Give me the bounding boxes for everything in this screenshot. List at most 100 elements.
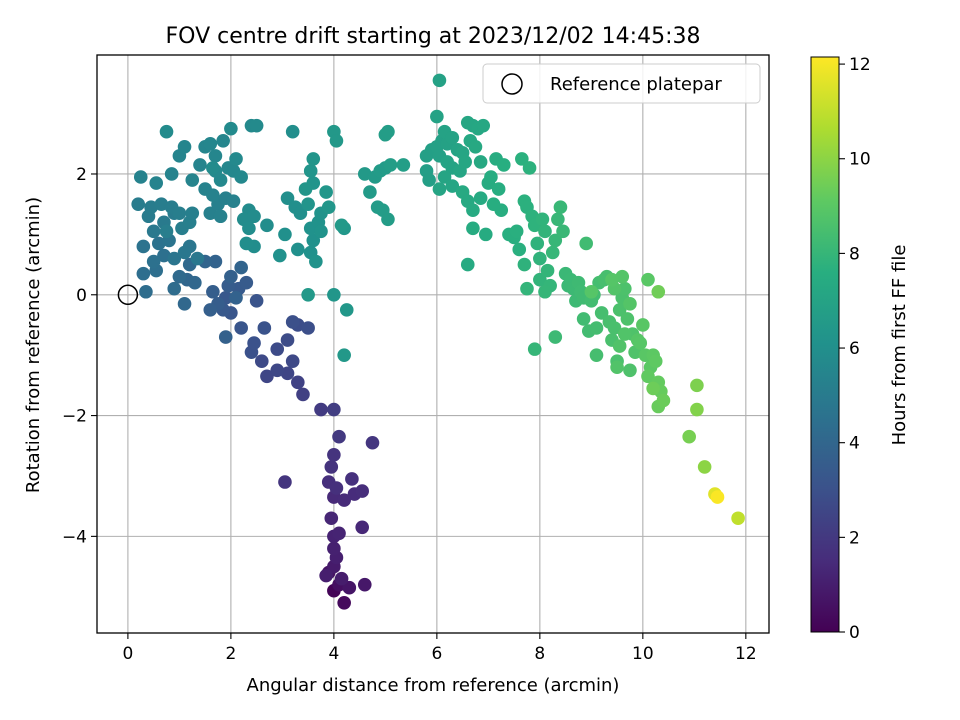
- data-point: [332, 526, 346, 541]
- data-point: [365, 435, 380, 450]
- data-point: [242, 221, 256, 236]
- x-tick-label: 2: [225, 644, 236, 664]
- data-point: [327, 448, 341, 462]
- data-point: [710, 490, 725, 504]
- data-point: [607, 321, 622, 335]
- data-point: [257, 321, 272, 335]
- data-point: [646, 381, 660, 396]
- data-point: [473, 191, 488, 205]
- data-point: [430, 109, 444, 124]
- data-point: [357, 577, 372, 592]
- data-point: [623, 363, 637, 378]
- x-tick-label: 8: [534, 644, 545, 664]
- data-point: [342, 580, 357, 595]
- chart-title: FOV centre drift starting at 2023/12/02 …: [166, 24, 701, 49]
- data-point: [584, 284, 599, 299]
- x-axis-label: Angular distance from reference (arcmin): [247, 675, 620, 696]
- data-point: [355, 484, 369, 498]
- data-point: [273, 248, 287, 263]
- data-point: [151, 236, 166, 251]
- x-tick-label: 0: [122, 644, 133, 664]
- data-point: [203, 206, 218, 221]
- data-point: [633, 336, 648, 350]
- y-tick-label: 0: [76, 286, 87, 306]
- data-point: [610, 360, 624, 375]
- data-point: [249, 294, 264, 308]
- data-point: [355, 520, 369, 535]
- colorbar-tick-label: 4: [849, 434, 860, 454]
- data-point: [651, 284, 666, 299]
- data-point: [381, 124, 395, 139]
- data-point: [594, 306, 609, 320]
- data-point: [177, 297, 192, 311]
- data-point: [208, 254, 223, 269]
- data-point: [339, 303, 354, 317]
- data-point: [309, 254, 323, 269]
- data-point: [332, 429, 346, 444]
- data-point: [682, 429, 696, 444]
- data-point: [234, 260, 248, 275]
- data-point: [249, 118, 264, 133]
- data-point: [301, 321, 315, 335]
- data-point: [422, 173, 436, 187]
- data-point: [327, 402, 341, 417]
- data-point: [314, 224, 328, 239]
- data-point: [605, 272, 619, 287]
- data-point: [164, 167, 179, 181]
- data-point: [468, 140, 483, 154]
- data-point: [494, 203, 509, 218]
- colorbar-tick-label: 0: [849, 623, 860, 643]
- data-point: [159, 224, 174, 239]
- colorbar-tick-label: 6: [849, 339, 860, 359]
- legend-label: Reference platepar: [550, 74, 722, 95]
- data-point: [301, 197, 315, 211]
- data-point: [329, 481, 344, 495]
- data-point: [306, 152, 321, 166]
- legend: Reference platepar: [482, 63, 761, 104]
- data-point: [327, 541, 341, 556]
- data-point: [334, 571, 349, 586]
- data-point: [396, 158, 411, 172]
- data-point: [224, 269, 238, 284]
- data-point: [319, 185, 333, 199]
- data-point: [476, 118, 491, 133]
- data-point: [291, 375, 305, 390]
- data-point: [329, 133, 344, 148]
- data-point: [690, 378, 704, 393]
- data-point: [612, 303, 627, 317]
- colorbar-tick-label: 8: [849, 244, 860, 264]
- data-point: [612, 339, 627, 353]
- data-point: [285, 354, 300, 369]
- data-point: [697, 460, 712, 474]
- data-point: [636, 318, 650, 332]
- data-point: [177, 140, 192, 154]
- data-point: [445, 179, 460, 193]
- data-point: [193, 158, 207, 172]
- data-point: [206, 284, 220, 299]
- data-point: [497, 158, 511, 172]
- data-point: [278, 227, 292, 242]
- data-points: [117, 73, 745, 610]
- data-point: [234, 321, 248, 335]
- data-point: [615, 269, 630, 284]
- data-point: [167, 251, 182, 266]
- data-point: [314, 402, 328, 417]
- data-point: [458, 155, 472, 169]
- data-point: [533, 251, 547, 266]
- data-point: [172, 269, 187, 284]
- data-point: [226, 194, 241, 208]
- data-point: [131, 197, 145, 211]
- colorbar-tick-label: 10: [849, 150, 871, 170]
- data-point: [234, 170, 248, 184]
- data-point: [515, 152, 529, 166]
- data-point: [285, 315, 300, 329]
- data-point: [149, 176, 164, 190]
- y-tick-label: −4: [62, 527, 87, 547]
- reference-platepar-marker: [117, 284, 139, 306]
- data-point: [527, 342, 542, 356]
- data-point: [203, 136, 218, 151]
- y-tick-label: −2: [62, 407, 87, 427]
- data-point: [337, 348, 351, 362]
- data-point: [466, 221, 480, 236]
